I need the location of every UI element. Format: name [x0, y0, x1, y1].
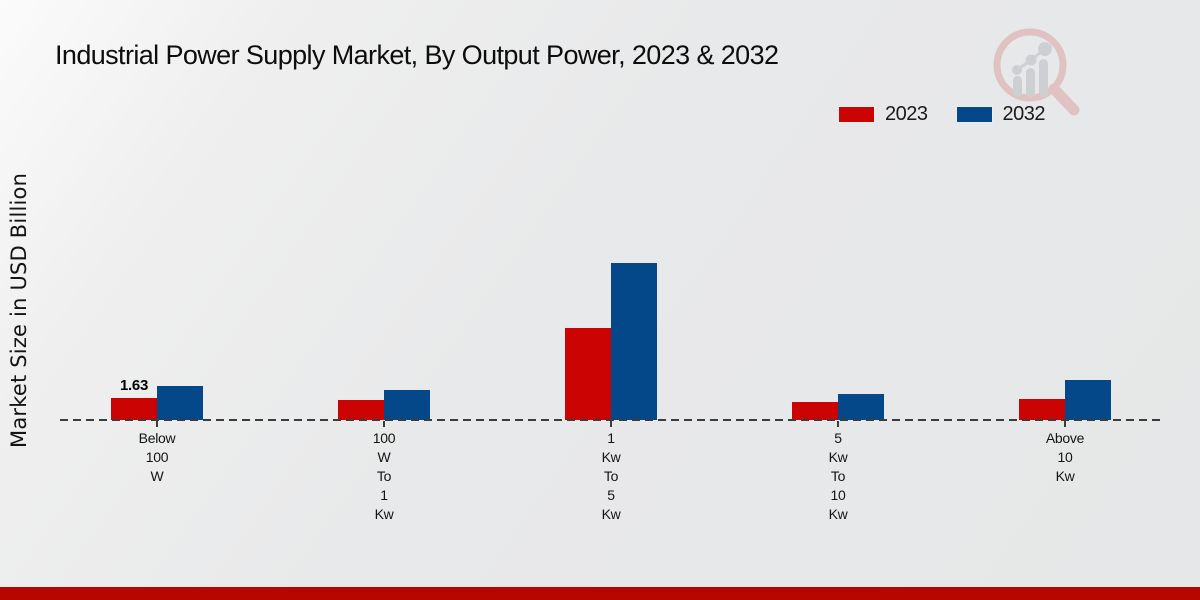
chart-title: Industrial Power Supply Market, By Outpu…: [55, 40, 779, 70]
x-axis-category-line: 5: [607, 487, 615, 503]
x-axis-category-line: 10: [830, 487, 846, 503]
x-axis-tick: [383, 421, 385, 427]
legend-label-2032: 2032: [1002, 103, 1046, 125]
x-axis-category-line: Kw: [601, 449, 621, 465]
x-axis-category-label: 100 W To 1 Kw: [314, 429, 454, 524]
x-axis-category-line: 100: [372, 430, 396, 446]
bar-2023-1: [111, 398, 157, 420]
bar-value-label: 1.63: [120, 377, 148, 394]
x-axis-category-line: To: [376, 468, 392, 484]
x-axis-category-label: Above 10 Kw: [995, 429, 1135, 486]
bar-2032-2: [384, 390, 430, 420]
bar-2023-4: [792, 402, 838, 420]
x-axis-category-label: 1 Kw To 5 Kw: [541, 429, 681, 524]
x-axis-category-line: Below: [138, 430, 176, 446]
x-axis-category-line: Kw: [1055, 468, 1075, 484]
bar-2023-3: [565, 328, 611, 420]
bar-2023-5: [1019, 399, 1065, 420]
x-axis-category-line: 10: [1057, 449, 1073, 465]
x-axis-category-line: Kw: [374, 506, 394, 522]
x-axis-tick: [837, 421, 839, 427]
x-axis-dashed-baseline: [60, 419, 1160, 421]
x-axis-category-line: 1: [380, 487, 388, 503]
x-axis-category-line: Kw: [828, 449, 848, 465]
x-axis-tick: [156, 421, 158, 427]
x-axis-category-line: 5: [834, 430, 842, 446]
x-axis-category-line: Kw: [828, 506, 848, 522]
x-axis-category-line: W: [377, 449, 391, 465]
legend-item-2023: 2023: [838, 103, 928, 126]
x-axis-category-line: To: [830, 468, 846, 484]
x-axis-category-line: 100: [145, 449, 169, 465]
x-axis-category-line: To: [603, 468, 619, 484]
bar-2032-3: [611, 263, 657, 420]
x-axis-category-label: Below 100 W: [87, 429, 227, 486]
legend-item-2032: 2032: [955, 103, 1046, 126]
x-axis-category-line: Kw: [601, 506, 621, 522]
x-axis-category-line: W: [150, 468, 164, 484]
legend-label-2023: 2023: [885, 103, 928, 125]
x-axis-tick: [610, 421, 612, 427]
footer-accent-strip: [0, 587, 1200, 600]
x-axis-tick: [1064, 421, 1066, 427]
magnifier-bar-chart-logo-icon: [993, 28, 1080, 116]
x-axis-category-label: 5 Kw To 10 Kw: [768, 429, 908, 524]
legend-swatch-2032: [955, 106, 993, 123]
legend-swatch-2023: [838, 106, 875, 123]
bar-2032-4: [838, 394, 884, 420]
legend: 2023 2032: [838, 103, 1045, 126]
bar-2032-5: [1065, 380, 1111, 420]
x-axis-category-line: 1: [607, 430, 615, 446]
bar-2023-2: [338, 400, 384, 420]
bar-2032-1: [157, 386, 203, 420]
x-axis-category-line: Above: [1045, 430, 1085, 446]
